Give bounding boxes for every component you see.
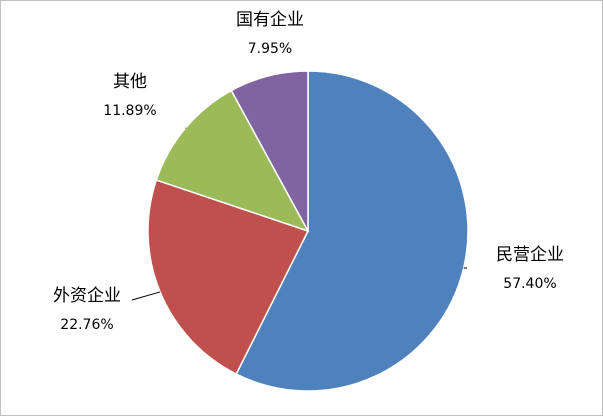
pie-slice bbox=[230, 70, 309, 232]
category-label: 民营企业 bbox=[496, 245, 564, 265]
pie-slice bbox=[147, 179, 310, 376]
value-label: 22.76% bbox=[60, 317, 113, 333]
value-label: 11.89% bbox=[103, 103, 156, 119]
leader-line bbox=[131, 291, 161, 301]
category-label: 外资企业 bbox=[53, 286, 121, 306]
category-label: 其他 bbox=[113, 72, 147, 92]
category-label: 国有企业 bbox=[236, 10, 304, 30]
value-label: 57.40% bbox=[503, 276, 556, 292]
value-label: 7.95% bbox=[248, 41, 292, 57]
pie-slice bbox=[235, 70, 469, 392]
